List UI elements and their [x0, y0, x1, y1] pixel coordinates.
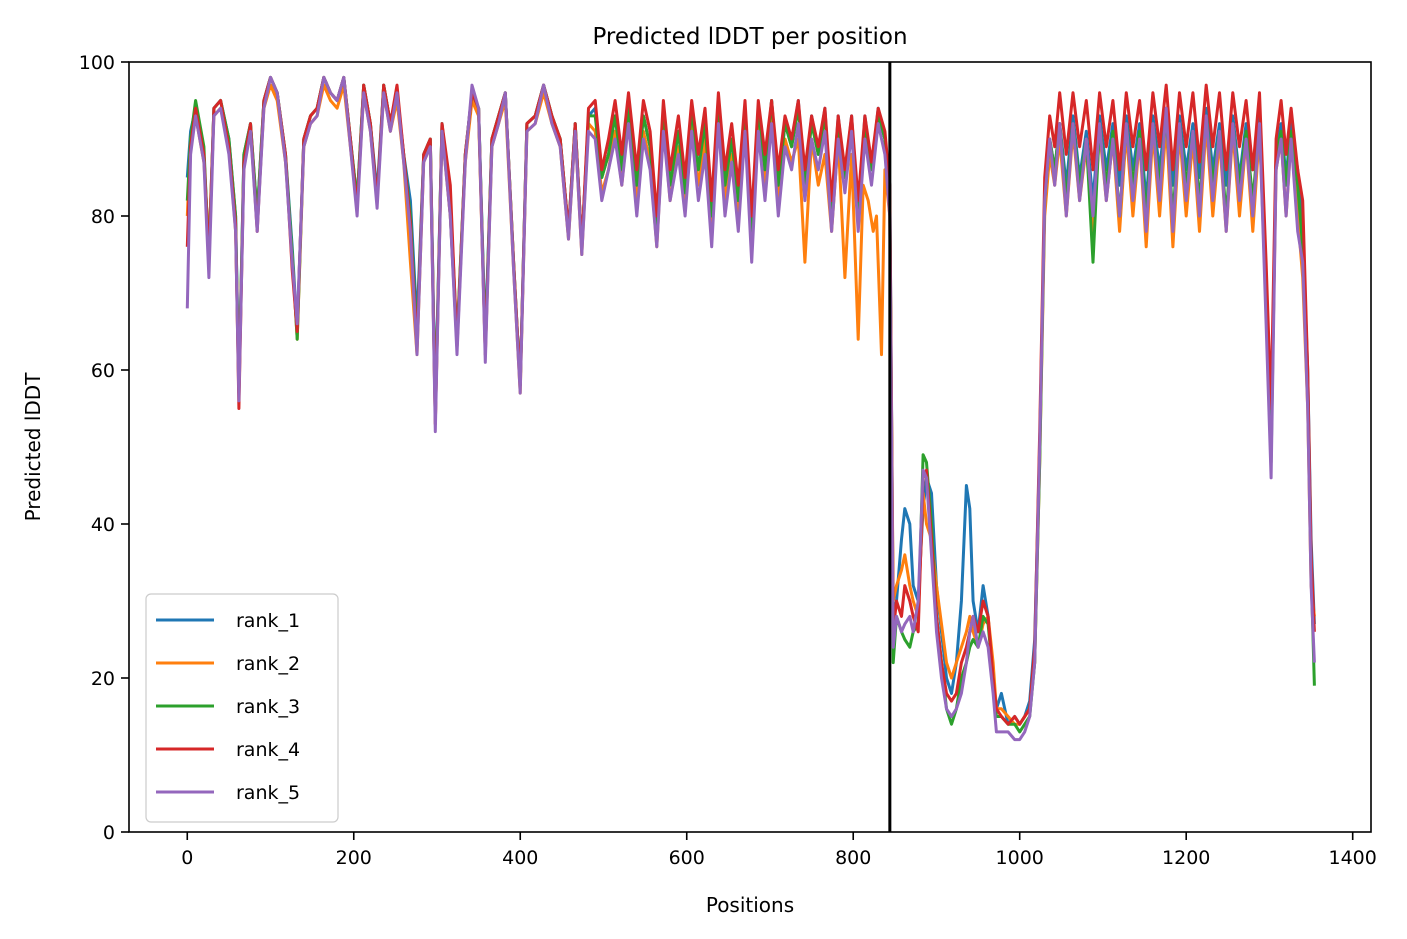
- chart-title: Predicted lDDT per position: [592, 24, 907, 50]
- x-tick-label: 1200: [1162, 847, 1210, 869]
- series-line-rank-1: [185, 75, 1316, 726]
- x-tick-label: 800: [835, 847, 871, 869]
- x-tick-label: 400: [502, 847, 538, 869]
- legend-label: rank_5: [236, 782, 300, 804]
- x-axis: 0 200 400 600 800 1000 1200 1400: [181, 832, 1377, 869]
- series-layer: [185, 75, 1316, 742]
- plot-frame: [128, 61, 1372, 833]
- y-tick-label: 0: [103, 822, 115, 844]
- plot-area: [185, 62, 1316, 832]
- legend: rank_1 rank_2 rank_3 rank_4 rank_5: [145, 593, 339, 823]
- y-tick-label: 20: [91, 668, 115, 690]
- y-tick-label: 80: [91, 206, 115, 228]
- x-axis-title: Positions: [706, 893, 794, 917]
- y-axis-title: Predicted lDDT: [21, 372, 45, 522]
- legend-label: rank_4: [236, 739, 300, 761]
- series-line-rank-5: [185, 75, 1316, 742]
- y-tick-label: 100: [79, 52, 115, 74]
- y-tick-label: 40: [91, 514, 115, 536]
- legend-label: rank_1: [236, 610, 300, 632]
- x-tick-label: 600: [669, 847, 705, 869]
- legend-frame: [145, 593, 339, 823]
- legend-label: rank_2: [236, 653, 300, 675]
- x-tick-label: 1000: [996, 847, 1044, 869]
- x-tick-label: 0: [181, 847, 193, 869]
- y-tick-label: 60: [91, 360, 115, 382]
- x-tick-label: 1400: [1329, 847, 1377, 869]
- y-axis: 0 20 40 60 80 100: [79, 52, 129, 844]
- x-tick-label: 200: [336, 847, 372, 869]
- legend-label: rank_3: [236, 696, 300, 718]
